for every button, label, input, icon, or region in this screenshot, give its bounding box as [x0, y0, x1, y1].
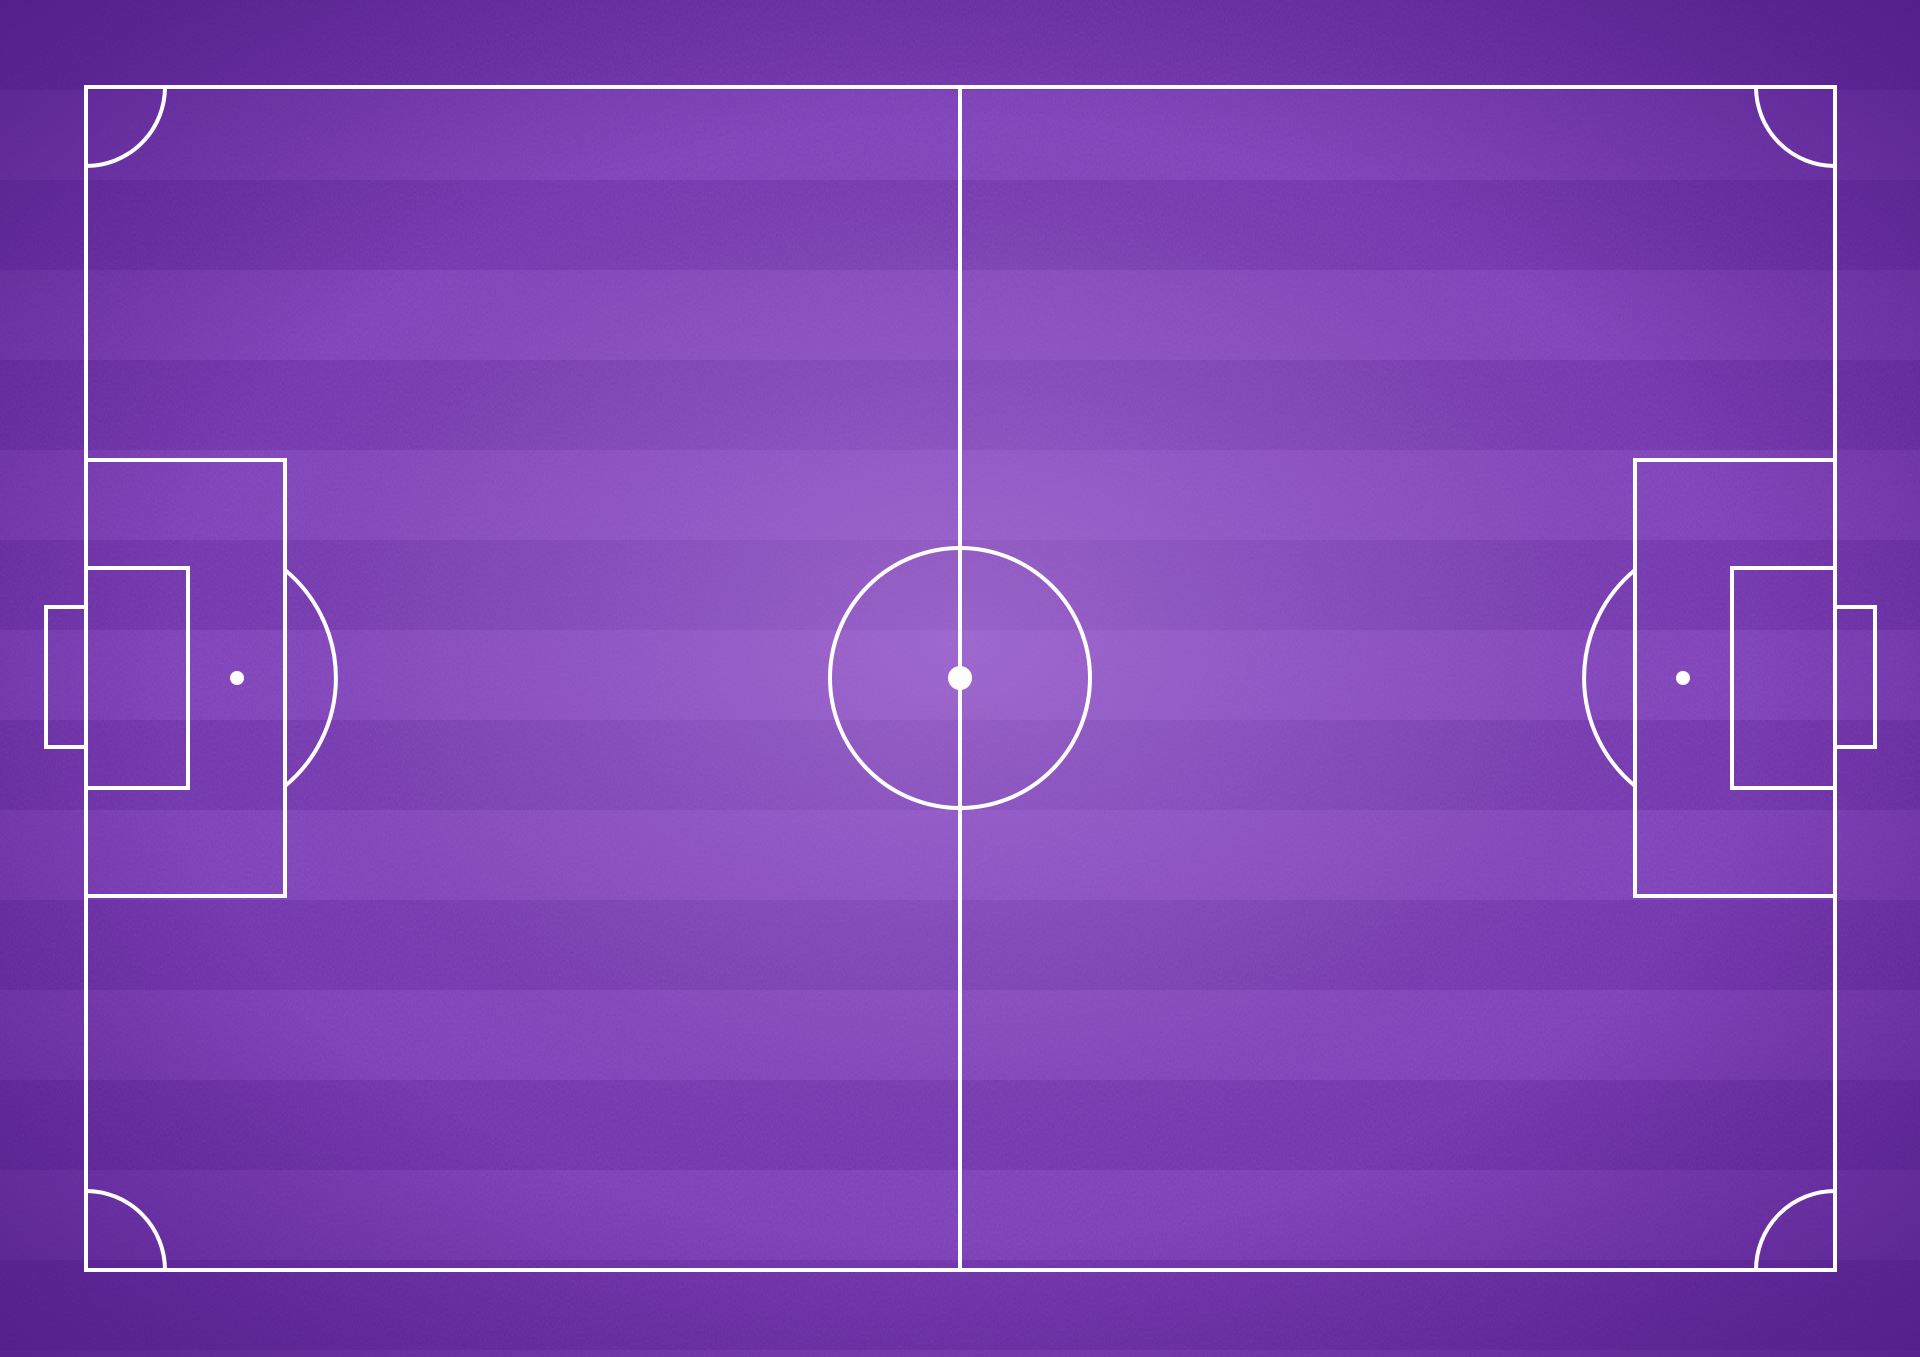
corner-arc-top-right — [1754, 86, 1836, 168]
center-circle — [828, 546, 1092, 810]
corner-arc-top-left — [85, 86, 167, 168]
left-penalty-spot — [230, 671, 244, 685]
left-goal — [44, 605, 88, 749]
center-spot — [948, 666, 972, 690]
right-penalty-spot — [1676, 671, 1690, 685]
left-penalty-arc — [283, 568, 338, 788]
pitch-markings — [44, 85, 1877, 1272]
corner-arc-bottom-right — [1754, 1189, 1836, 1271]
right-penalty-arc — [1582, 568, 1637, 788]
right-goal — [1833, 605, 1877, 749]
corner-arc-bottom-left — [85, 1189, 167, 1271]
